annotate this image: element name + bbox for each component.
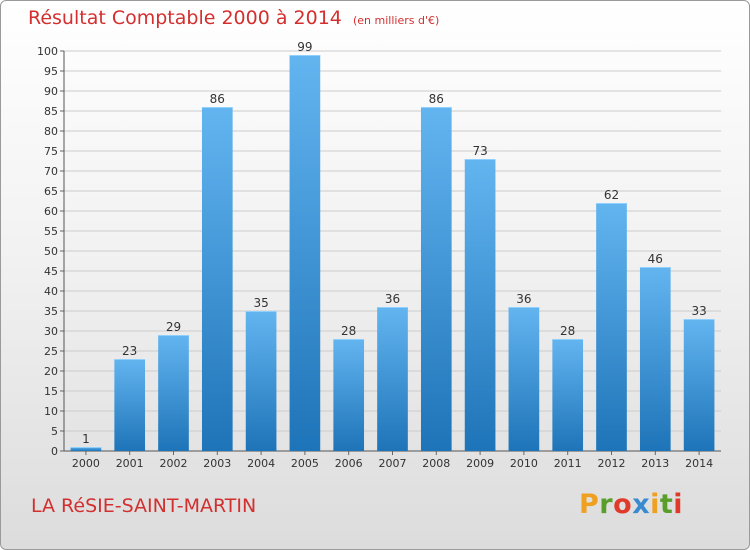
value-label-2002: 29: [166, 320, 181, 334]
bar-2002: [158, 335, 189, 451]
place-name: LA RéSIE-SAINT-MARTIN: [31, 495, 257, 517]
bar-2006: [333, 339, 365, 451]
logo-letter: o: [613, 489, 633, 520]
logo-letter: i: [650, 489, 660, 520]
value-label-2007: 36: [385, 292, 400, 306]
bar-2005: [289, 55, 321, 451]
value-label-2005: 99: [297, 40, 312, 54]
y-tick-label: 95: [44, 65, 58, 78]
value-label-2012: 62: [604, 188, 619, 202]
logo-letter: i: [673, 489, 684, 520]
chart-title: Résultat Comptable 2000 à 2014: [28, 7, 342, 29]
value-label-2010: 36: [516, 292, 531, 306]
y-tick-label: 70: [44, 165, 58, 178]
x-tick-label-2002: 2002: [160, 457, 188, 470]
value-label-2014: 33: [691, 304, 706, 318]
logo-letter: P: [579, 489, 600, 520]
bar-2001: [114, 359, 146, 451]
bar-2009: [464, 159, 496, 451]
y-tick-label: 30: [44, 325, 58, 338]
x-tick-label-2007: 2007: [379, 457, 407, 470]
value-label-2008: 86: [429, 92, 444, 106]
value-label-2000: 1: [82, 432, 90, 446]
title-row: Résultat Comptable 2000 à 2014 (en milli…: [28, 7, 439, 29]
x-tick-label-2004: 2004: [247, 457, 275, 470]
bar-2011: [552, 339, 584, 451]
bar-layer: [70, 55, 715, 451]
x-tick-label-2011: 2011: [554, 457, 582, 470]
bar-2004: [245, 311, 277, 451]
y-tick-label: 10: [44, 405, 58, 418]
y-tick-label: 15: [44, 385, 58, 398]
y-tick-label: 45: [44, 265, 58, 278]
bar-2010: [508, 307, 540, 451]
y-tick-label: 20: [44, 365, 58, 378]
x-tick-label-2001: 2001: [116, 457, 144, 470]
value-label-2009: 73: [472, 144, 487, 158]
x-tick-label-2008: 2008: [422, 457, 450, 470]
x-tick-label-2010: 2010: [510, 457, 538, 470]
bar-2003: [201, 107, 233, 451]
x-tick-label-2014: 2014: [685, 457, 713, 470]
x-tick-label-2009: 2009: [466, 457, 494, 470]
y-tick-label: 80: [44, 125, 58, 138]
x-tick-label-2012: 2012: [598, 457, 626, 470]
label-layer: 1 2000 23 2001 29 2002 86 2003 35 2004 99 2005 28 200…: [72, 40, 713, 470]
y-tick-label: 5: [51, 425, 58, 438]
logo-letter: t: [659, 489, 674, 520]
x-tick-label-2013: 2013: [641, 457, 669, 470]
x-tick-label-2003: 2003: [203, 457, 231, 470]
value-label-2001: 23: [122, 344, 137, 358]
chart-subtitle: (en milliers d'€): [352, 14, 440, 27]
bar-2007: [377, 307, 408, 451]
value-label-2003: 86: [210, 92, 225, 106]
logo-letter: x: [632, 489, 651, 520]
bar-2012: [596, 203, 627, 451]
value-label-2004: 35: [253, 296, 268, 310]
bar-2008: [420, 107, 452, 451]
bar-2013: [639, 267, 671, 451]
proxiti-logo: Proxiti: [579, 489, 683, 520]
y-tick-label: 75: [44, 145, 58, 158]
value-label-2011: 28: [560, 324, 575, 338]
y-tick-label: 60: [44, 205, 58, 218]
y-tick-label: 25: [44, 345, 58, 358]
x-tick-label-2000: 2000: [72, 457, 100, 470]
value-label-2013: 46: [648, 252, 663, 266]
value-label-2006: 28: [341, 324, 356, 338]
y-tick-label: 40: [44, 285, 58, 298]
y-tick-label: 50: [44, 245, 58, 258]
y-tick-label: 65: [44, 185, 58, 198]
y-tick-label: 0: [51, 445, 58, 458]
logo-letter: r: [599, 489, 614, 520]
x-tick-label-2006: 2006: [335, 457, 363, 470]
x-tick-label-2005: 2005: [291, 457, 319, 470]
y-tick-label: 35: [44, 305, 58, 318]
y-tick-label: 90: [44, 85, 58, 98]
y-tick-label: 100: [37, 45, 58, 58]
y-tick-label: 85: [44, 105, 58, 118]
bar-2000: [70, 447, 102, 451]
bar-2014: [683, 319, 715, 451]
y-tick-label: 55: [44, 225, 58, 238]
